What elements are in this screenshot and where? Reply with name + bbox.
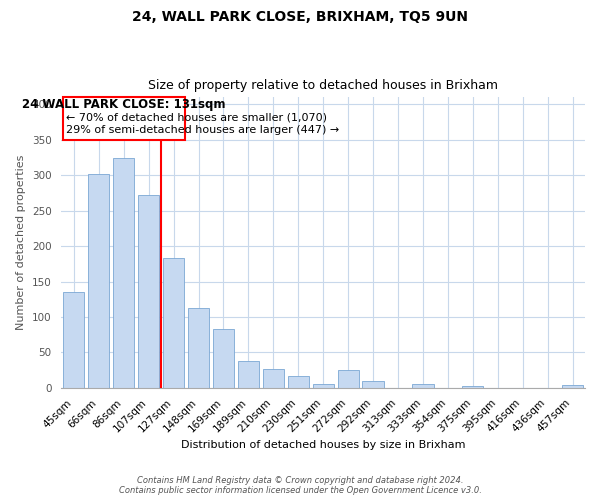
Bar	[313, 384, 334, 388]
Text: 24, WALL PARK CLOSE, BRIXHAM, TQ5 9UN: 24, WALL PARK CLOSE, BRIXHAM, TQ5 9UN	[132, 10, 468, 24]
Bar	[238, 361, 259, 388]
Bar	[138, 195, 159, 388]
Bar	[362, 381, 383, 388]
Bar	[263, 368, 284, 388]
Bar	[338, 370, 359, 388]
X-axis label: Distribution of detached houses by size in Brixham: Distribution of detached houses by size …	[181, 440, 466, 450]
Bar	[88, 174, 109, 388]
Bar	[562, 385, 583, 388]
Bar	[462, 386, 484, 388]
FancyBboxPatch shape	[62, 98, 185, 140]
Y-axis label: Number of detached properties: Number of detached properties	[16, 155, 26, 330]
Bar	[188, 308, 209, 388]
Title: Size of property relative to detached houses in Brixham: Size of property relative to detached ho…	[148, 79, 498, 92]
Bar	[63, 292, 85, 388]
Bar	[163, 258, 184, 388]
Text: 29% of semi-detached houses are larger (447) →: 29% of semi-detached houses are larger (…	[67, 126, 340, 136]
Text: Contains HM Land Registry data © Crown copyright and database right 2024.
Contai: Contains HM Land Registry data © Crown c…	[119, 476, 481, 495]
Bar	[412, 384, 434, 388]
Text: 24 WALL PARK CLOSE: 131sqm: 24 WALL PARK CLOSE: 131sqm	[22, 98, 226, 112]
Text: ← 70% of detached houses are smaller (1,070): ← 70% of detached houses are smaller (1,…	[67, 112, 328, 122]
Bar	[113, 158, 134, 388]
Bar	[287, 376, 309, 388]
Bar	[213, 329, 234, 388]
